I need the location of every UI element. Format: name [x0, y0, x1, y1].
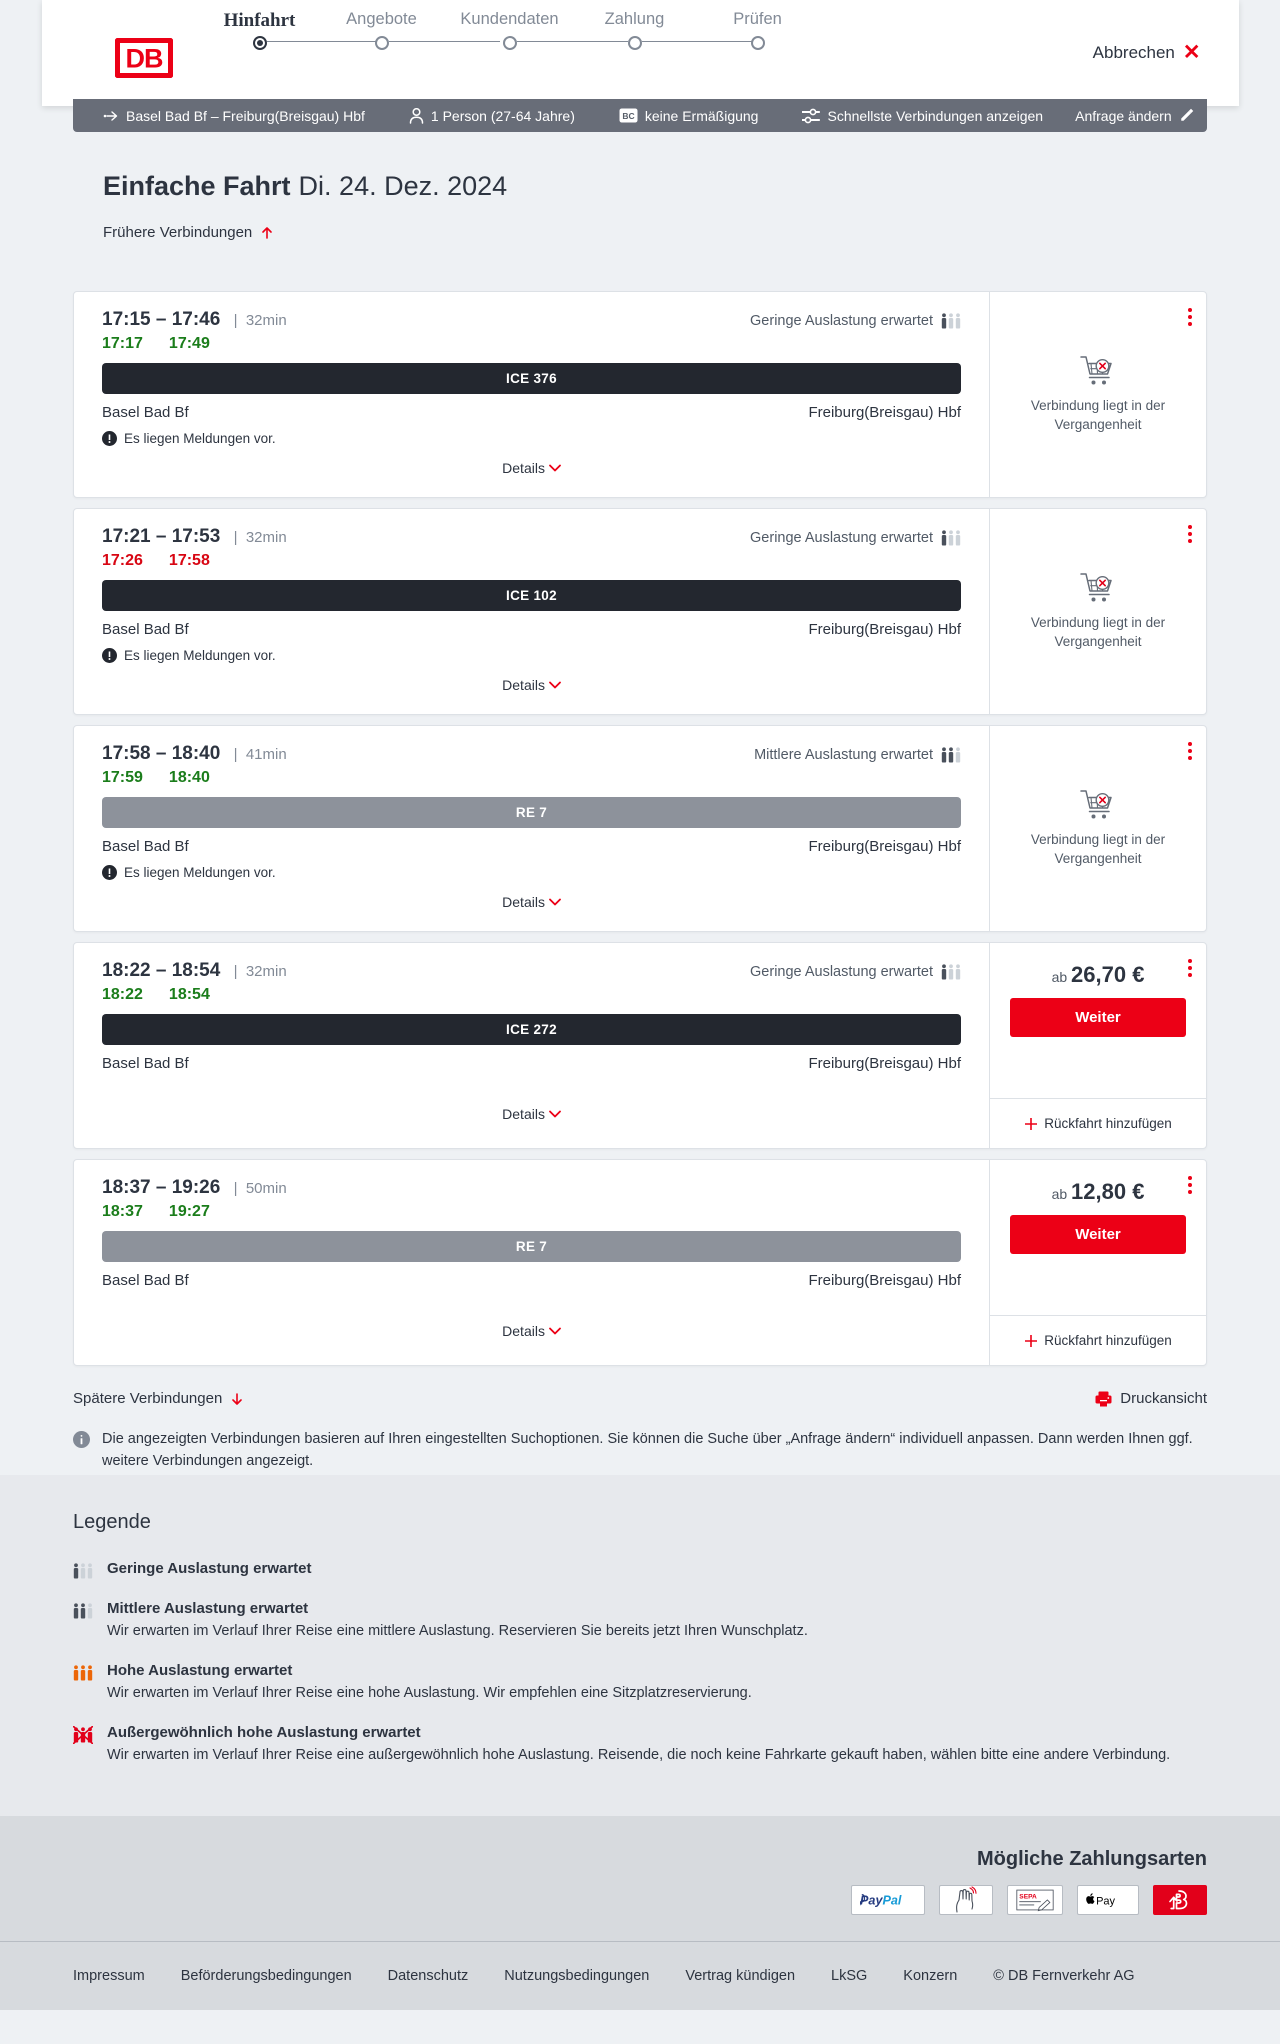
svg-text:SEPA: SEPA	[1019, 1893, 1037, 1900]
svg-text:Pay: Pay	[1096, 1895, 1115, 1907]
svg-text:BC: BC	[622, 111, 634, 121]
svg-text:PayPal: PayPal	[860, 1893, 902, 1907]
